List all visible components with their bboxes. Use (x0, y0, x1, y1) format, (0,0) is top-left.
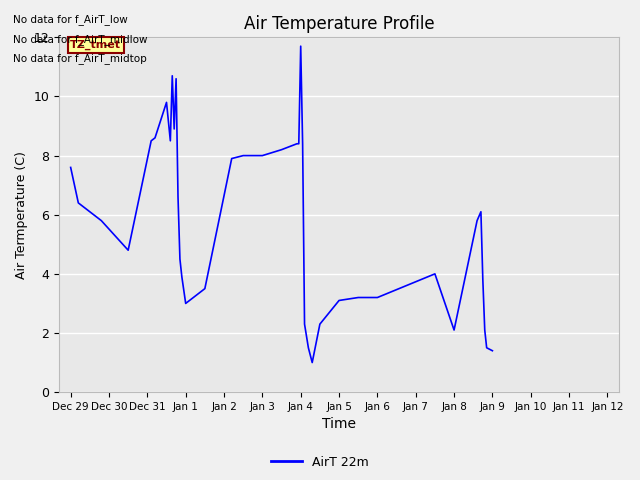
X-axis label: Time: Time (322, 418, 356, 432)
Text: TZ_tmet: TZ_tmet (70, 40, 122, 50)
Text: No data for f_AirT_midtop: No data for f_AirT_midtop (13, 53, 147, 64)
Y-axis label: Air Termperature (C): Air Termperature (C) (15, 151, 28, 279)
Title: Air Temperature Profile: Air Temperature Profile (244, 15, 435, 33)
Text: No data for f_AirT_low: No data for f_AirT_low (13, 14, 127, 25)
Legend: AirT 22m: AirT 22m (266, 451, 374, 474)
Text: No data for f_AirT_midlow: No data for f_AirT_midlow (13, 34, 147, 45)
